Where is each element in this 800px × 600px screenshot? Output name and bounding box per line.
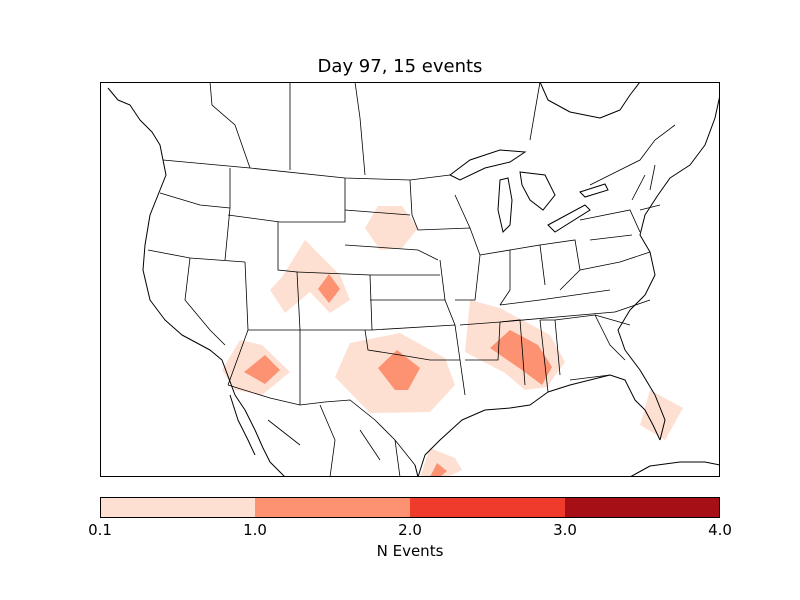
east-coast: [617, 94, 720, 441]
us-mexico-border: [227, 384, 416, 466]
colorbar-label: N Events: [376, 542, 444, 560]
event-area-nebraska: [365, 206, 418, 250]
border-ny-pa: [579, 209, 641, 241]
event-area-florida: [640, 390, 683, 440]
event-area-oklahoma-core: [378, 350, 420, 390]
colorbar-tick: 1.0: [243, 521, 267, 539]
map-border: [100, 82, 720, 477]
baja-coast: [229, 394, 256, 456]
border-tx-panhandle: [364, 329, 466, 396]
border-mn-ia-mo: [409, 179, 481, 301]
border-new-england: [631, 164, 661, 211]
border-ks-ok: [370, 259, 461, 361]
border-wi-il: [454, 194, 511, 306]
border-or-ca-nv: [147, 249, 246, 263]
great-lakes: [449, 149, 609, 233]
border-id: [224, 168, 231, 261]
lake-huron: [519, 171, 556, 211]
lake-superior: [449, 149, 527, 181]
map-panel: [100, 82, 720, 477]
canada-province-lines: [209, 82, 541, 176]
colorbar-segment-1: [255, 497, 410, 518]
border-ca-nv: [184, 257, 226, 346]
lake-ontario: [579, 183, 609, 198]
border-dakotas-ne: [344, 209, 440, 276]
cuba-coast: [629, 461, 720, 477]
border-co: [296, 271, 373, 331]
gulf-coast: [417, 374, 661, 477]
hudson-coast: [539, 82, 641, 119]
border-in-oh: [509, 239, 581, 291]
border-al-ga-fl: [540, 314, 626, 381]
mexico-east-coast: [414, 464, 419, 477]
map-title: Day 97, 15 events: [317, 56, 483, 77]
border-tn-ky: [499, 289, 616, 323]
colorbar-tick: 0.1: [88, 521, 112, 539]
event-area-texas-coast-core: [430, 463, 447, 477]
alaska-canada-coast: [107, 87, 164, 161]
event-area-colorado: [270, 240, 350, 313]
map-canvas: [100, 82, 720, 477]
colorbar: [100, 497, 720, 518]
state-borders: [147, 82, 676, 477]
event-area-texas-coast: [420, 448, 462, 477]
border-wa-or: [159, 192, 231, 209]
colorbar-segment-2: [410, 497, 565, 518]
colorbar-tick: 2.0: [398, 521, 422, 539]
us-canada-border-east: [589, 124, 676, 186]
event-area-mississippi-core: [490, 330, 552, 385]
colorbar-outline: [100, 497, 720, 518]
border-carolinas-va: [579, 251, 651, 326]
event-area-colorado-core: [318, 274, 340, 303]
colorbar-canvas: [100, 497, 720, 518]
border-ut: [244, 222, 301, 331]
colorbar-tick: 4.0: [708, 521, 732, 539]
colorbar-segment-0: [100, 497, 255, 518]
border-mexico-states: [267, 404, 401, 477]
lake-michigan: [497, 177, 513, 233]
west-coast: [142, 159, 286, 477]
coastlines: [107, 82, 720, 477]
event-contours: [222, 206, 683, 477]
border-az-nm: [227, 329, 301, 405]
colorbar-segment-3: [565, 497, 720, 518]
colorbar-tick: 3.0: [553, 521, 577, 539]
lake-erie: [547, 204, 591, 233]
border-mt-wy: [227, 178, 346, 223]
us-canada-border: [162, 159, 451, 181]
event-area-arizona-core: [244, 355, 280, 384]
